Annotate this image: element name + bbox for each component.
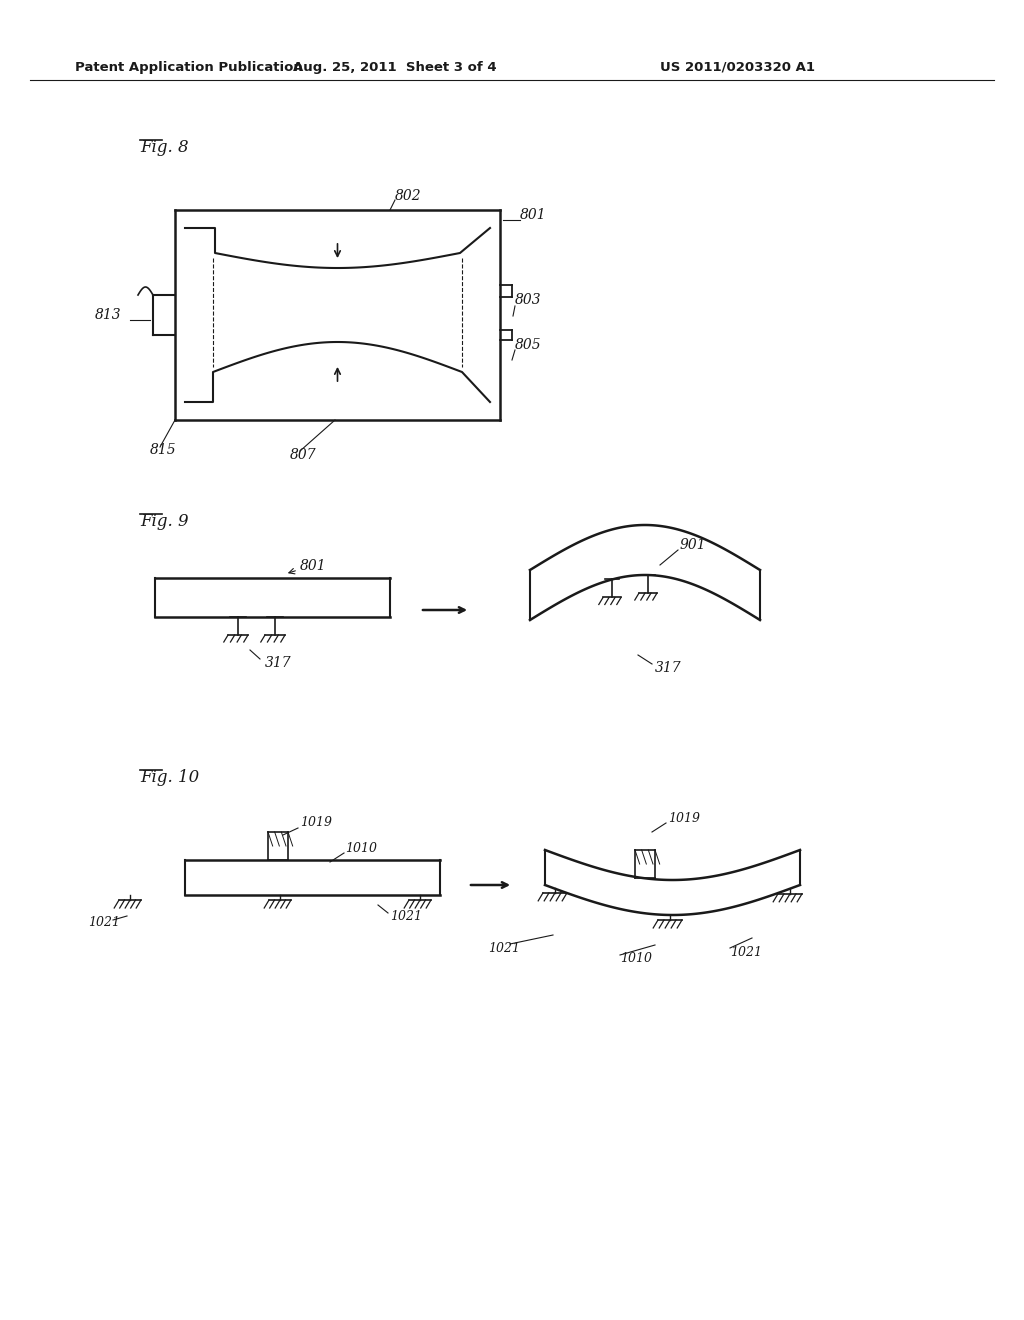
Text: 1021: 1021 [730,945,762,958]
Text: 801: 801 [300,558,327,573]
Text: 805: 805 [515,338,542,352]
Text: 317: 317 [265,656,292,671]
Text: 1019: 1019 [668,812,700,825]
Text: Aug. 25, 2011  Sheet 3 of 4: Aug. 25, 2011 Sheet 3 of 4 [293,61,497,74]
Text: Fig. 8: Fig. 8 [140,140,188,157]
Text: 1021: 1021 [390,909,422,923]
Text: Fig. 9: Fig. 9 [140,513,188,531]
Text: 1010: 1010 [620,952,652,965]
Text: 1019: 1019 [300,817,332,829]
Text: 802: 802 [395,189,422,203]
Text: Fig. 10: Fig. 10 [140,768,200,785]
Text: 815: 815 [150,444,176,457]
Text: 901: 901 [680,539,707,552]
Text: 803: 803 [515,293,542,308]
Text: 807: 807 [290,447,316,462]
Text: 1021: 1021 [88,916,120,929]
Text: 1010: 1010 [345,842,377,854]
Text: 813: 813 [95,308,122,322]
Text: Patent Application Publication: Patent Application Publication [75,61,303,74]
Text: 317: 317 [655,661,682,675]
Text: US 2011/0203320 A1: US 2011/0203320 A1 [660,61,815,74]
Text: 801: 801 [520,209,547,222]
Text: 1021: 1021 [488,941,520,954]
